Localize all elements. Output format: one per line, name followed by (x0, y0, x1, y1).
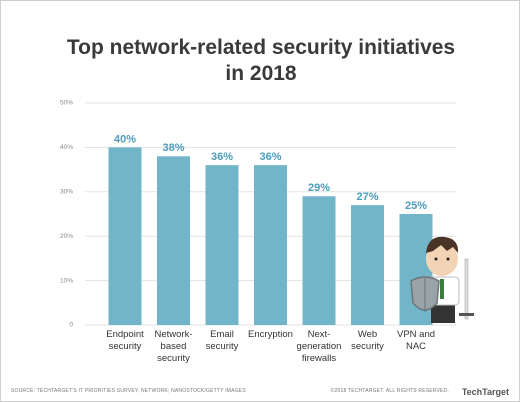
x-tick-label: Email security (205, 329, 239, 352)
sword-guard (459, 313, 474, 316)
value-label: 36% (211, 151, 233, 163)
bar (205, 165, 239, 325)
x-tick-label: Web security (351, 329, 384, 352)
value-label: 40% (114, 133, 136, 145)
x-tick-label: Network-based security (154, 329, 193, 364)
y-tick-label: 50% (60, 100, 73, 107)
value-label: 29% (308, 182, 330, 194)
y-tick-label: 30% (60, 189, 73, 196)
copyright: ©2018 TECHTARGET. ALL RIGHTS RESERVED. (330, 388, 449, 394)
bar (157, 156, 190, 325)
x-tick-label: VPN and NAC (396, 329, 436, 352)
y-tick-label: 0 (69, 322, 73, 329)
y-tick-label: 20% (60, 233, 73, 240)
eye (446, 257, 450, 261)
y-tick-label: 40% (60, 144, 73, 151)
tie (440, 279, 444, 299)
x-tick-label: Endpoint security (106, 329, 144, 352)
source: SOURCE: TECHTARGET'S IT PRIORITIES SURVE… (11, 388, 246, 394)
y-tick-label: 10% (60, 277, 73, 284)
illustration (410, 236, 474, 323)
sword-blade (464, 258, 469, 320)
chart-title: Top network-related security initiatives… (66, 36, 456, 85)
head (426, 242, 458, 276)
bar (302, 196, 336, 325)
bar (351, 205, 384, 325)
value-label: 38% (162, 142, 184, 154)
legs (431, 301, 455, 323)
logo: TechTarget (461, 387, 509, 397)
bar (108, 147, 142, 325)
bar (254, 165, 287, 325)
x-tick-label: Next-generation firewalls (296, 329, 342, 364)
value-label: 25% (405, 200, 427, 212)
value-label: 36% (259, 151, 281, 163)
value-label: 27% (356, 191, 378, 203)
eye (434, 257, 438, 261)
hair (426, 236, 459, 253)
x-tick-label: Encryption (248, 329, 293, 340)
